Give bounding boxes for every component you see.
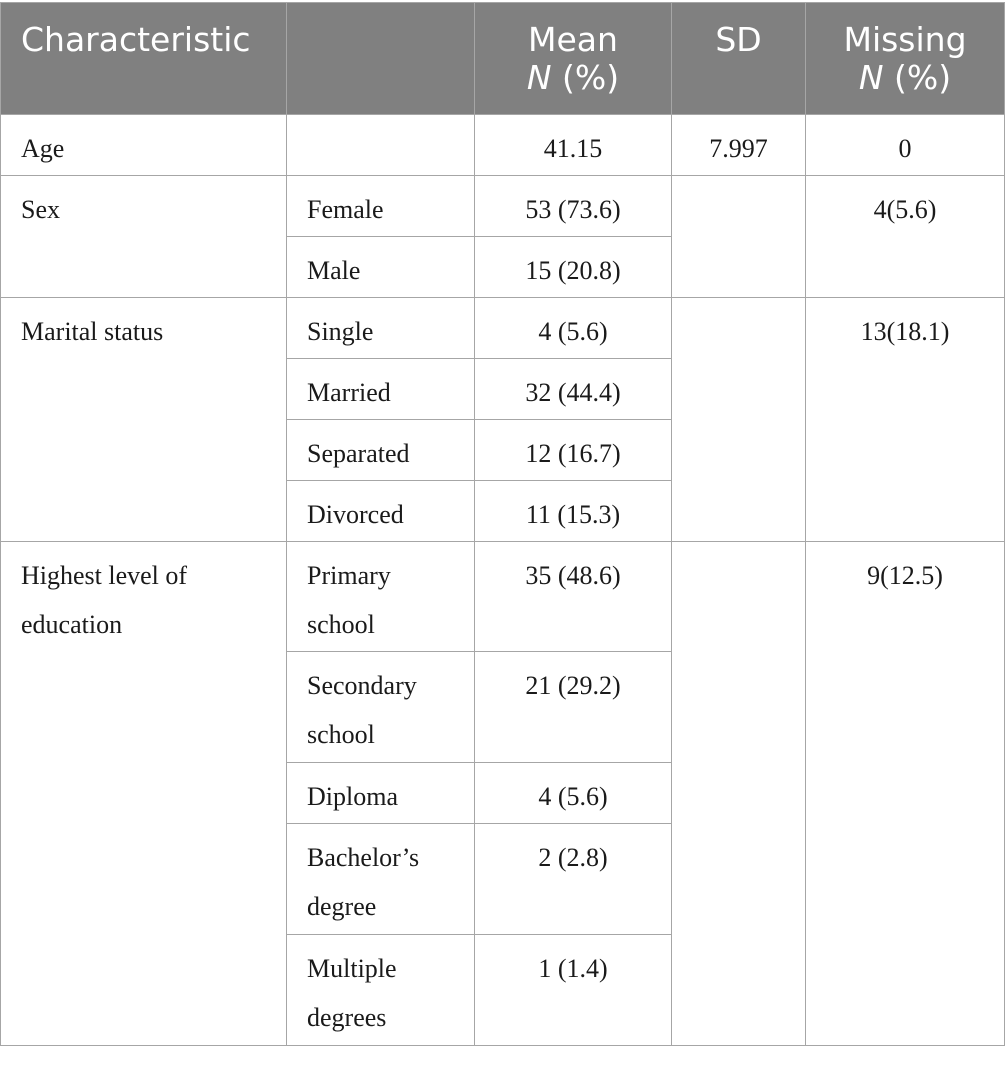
table-row-education-primary: Highest level of education Primary schoo… <box>0 541 1005 1046</box>
marital-category: Divorced <box>286 480 475 542</box>
header-mean-line1: Mean <box>528 20 618 59</box>
sex-value: 53 (73.6) <box>474 175 672 237</box>
header-missing: Missing N (%) <box>805 2 1005 115</box>
table-row-education-secondary: Secondary school 21 (29.2) <box>1 651 1005 763</box>
education-missing: 9(12.5) <box>805 541 1005 1046</box>
sex-missing: 4(5.6) <box>805 175 1005 298</box>
marital-value: 11 (15.3) <box>474 480 672 542</box>
education-category-line2: degree <box>307 892 377 921</box>
education-value: 2 (2.8) <box>474 823 672 935</box>
sex-sd <box>671 175 806 298</box>
age-label: Age <box>0 114 287 176</box>
education-category-line2: school <box>307 720 375 749</box>
header-mean: Mean N (%) <box>474 2 672 115</box>
age-sd: 7.997 <box>671 114 806 176</box>
demographics-table: Characteristic Mean N (%) SD Missing N (… <box>0 2 1005 1046</box>
header-sd: SD <box>671 2 806 115</box>
education-category: Bachelor’s degree <box>286 823 475 935</box>
age-missing: 0 <box>805 114 1005 176</box>
table-row-education-multiple: Multiple degrees 1 (1.4) <box>1 934 1005 1046</box>
marital-value: 4 (5.6) <box>474 297 672 359</box>
header-missing-pct: (%) <box>883 58 952 97</box>
education-label-line1: Highest level of <box>21 561 188 590</box>
header-mean-n: N <box>526 58 552 97</box>
sex-category: Male <box>286 236 475 298</box>
education-category: Diploma <box>286 762 475 824</box>
education-category: Secondary school <box>286 651 475 763</box>
marital-missing: 13(18.1) <box>805 297 1005 542</box>
table-row-sex-female: Sex Female 53 (73.6) 4(5.6) <box>0 175 1005 298</box>
education-category-line1: Multiple <box>307 954 397 983</box>
table-row-age: Age 41.15 7.997 0 <box>0 114 1005 176</box>
marital-category: Married <box>286 358 475 420</box>
education-label: Highest level of education <box>0 541 287 1046</box>
education-category-line2: degrees <box>307 1003 387 1032</box>
sex-label: Sex <box>0 175 287 298</box>
education-value: 4 (5.6) <box>474 762 672 824</box>
marital-category: Single <box>286 297 475 359</box>
education-category: Primary school <box>286 541 475 652</box>
table-row-marital-separated: Separated 12 (16.7) <box>1 419 1005 481</box>
header-category <box>286 2 475 115</box>
marital-category: Separated <box>286 419 475 481</box>
education-category: Multiple degrees <box>286 934 475 1046</box>
table-row-marital-single: Marital status Single 4 (5.6) 13(18.1) <box>0 297 1005 542</box>
header-missing-n: N <box>858 58 884 97</box>
table-row-sex-male: Male 15 (20.8) <box>1 236 1005 298</box>
marital-value: 32 (44.4) <box>474 358 672 420</box>
education-category-line1: Secondary <box>307 671 417 700</box>
age-mean: 41.15 <box>474 114 672 176</box>
education-value: 21 (29.2) <box>474 651 672 763</box>
education-label-line2: education <box>21 610 123 639</box>
age-category <box>286 114 475 176</box>
header-characteristic: Characteristic <box>0 2 287 115</box>
education-value: 1 (1.4) <box>474 934 672 1046</box>
education-sd <box>671 541 806 1046</box>
header-missing-line1: Missing <box>843 20 967 59</box>
header-row: Characteristic Mean N (%) SD Missing N (… <box>0 2 1005 115</box>
table-row-education-bachelors: Bachelor’s degree 2 (2.8) <box>1 823 1005 935</box>
marital-value: 12 (16.7) <box>474 419 672 481</box>
marital-label: Marital status <box>0 297 287 542</box>
education-value: 35 (48.6) <box>474 541 672 652</box>
education-category-line1: Primary <box>307 561 391 590</box>
education-category-line1: Bachelor’s <box>307 843 420 872</box>
education-category-line2: school <box>307 610 375 639</box>
marital-sd <box>671 297 806 542</box>
sex-value: 15 (20.8) <box>474 236 672 298</box>
header-missing-line2: N (%) <box>806 59 1004 97</box>
table-row-education-diploma: Diploma 4 (5.6) <box>1 762 1005 824</box>
header-mean-pct: (%) <box>551 58 620 97</box>
sex-category: Female <box>286 175 475 237</box>
header-mean-line2: N (%) <box>475 59 671 97</box>
